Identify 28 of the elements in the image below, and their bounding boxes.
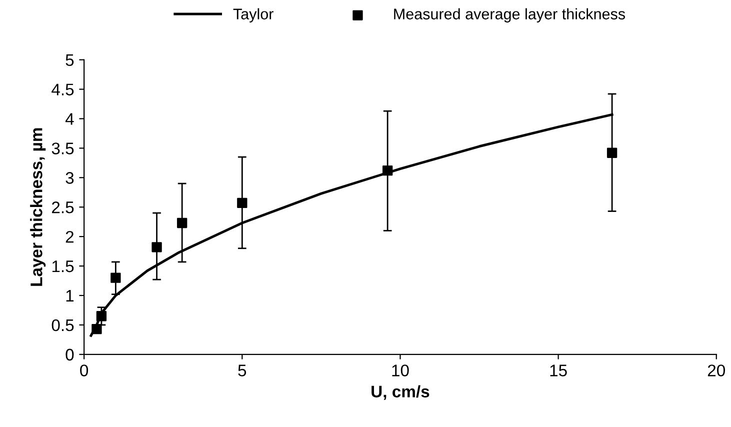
legend-label: Measured average layer thickness	[394, 8, 625, 22]
x-tick-label: 20	[708, 364, 725, 376]
point	[110, 272, 121, 283]
point	[92, 324, 102, 334]
point	[382, 165, 393, 176]
x-tick-label: 10	[392, 364, 409, 376]
y-tick-label: 4	[65, 113, 74, 125]
point	[176, 218, 188, 228]
x-tick-label: 5	[238, 364, 246, 376]
x-axis-title: U, cm/s	[372, 385, 430, 400]
y-tick-label: 2.5	[52, 201, 74, 214]
y-tick-label: 0	[66, 348, 74, 361]
point	[152, 242, 162, 252]
y-tick-label: 3	[66, 172, 74, 184]
point	[96, 311, 107, 322]
y-tick-label: 1	[66, 290, 74, 302]
x-tick-label: 15	[550, 364, 567, 376]
y-tick-label: 0.5	[52, 319, 74, 332]
y-tick-label: 1.5	[52, 260, 74, 272]
y-tick-label: 5	[66, 54, 74, 66]
y-axis-title: Layer thickness, µm	[30, 128, 46, 286]
point	[606, 148, 618, 158]
point	[237, 198, 248, 208]
y-tick-label: 2	[66, 230, 74, 243]
x-tick-label: 0	[80, 364, 88, 376]
legend-label: Taylor	[233, 8, 274, 22]
y-tick-label: 3.5	[52, 142, 74, 154]
y-tick-label: 4.5	[52, 84, 74, 96]
